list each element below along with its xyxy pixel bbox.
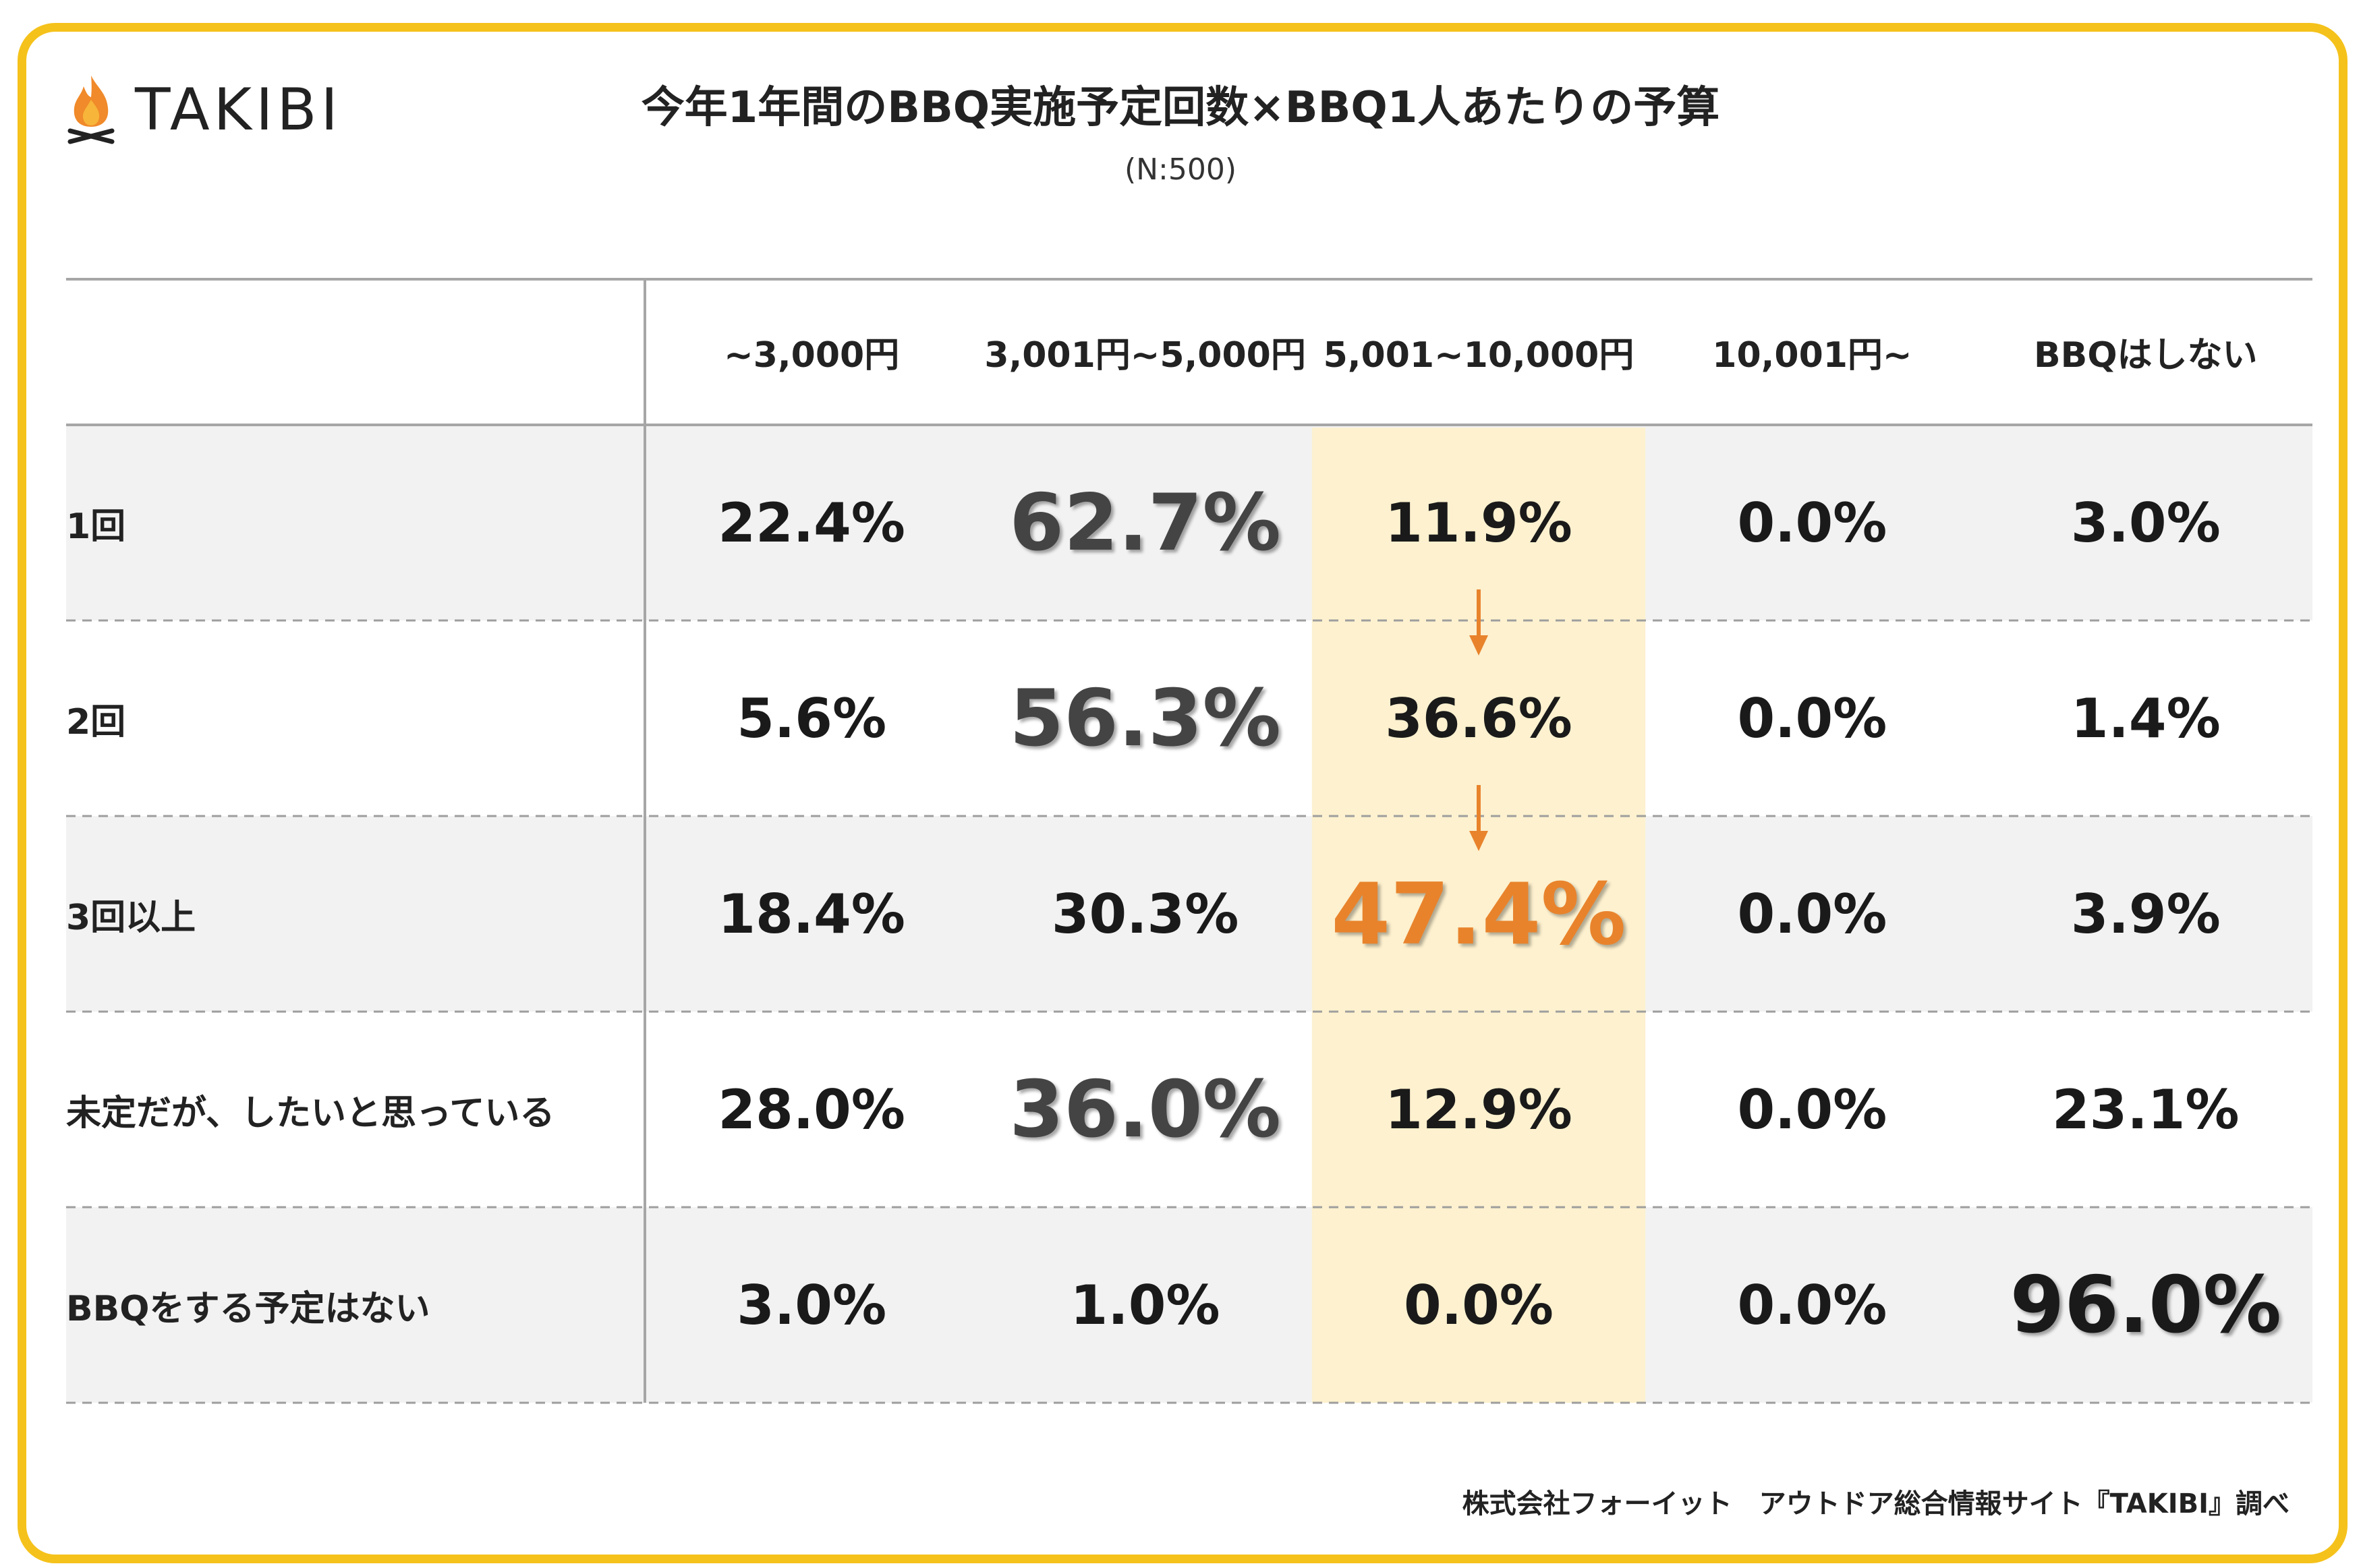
row-header: 2回 (66, 701, 126, 743)
row-header: BBQをする予定はない (66, 1288, 430, 1329)
row-header: 1回 (66, 506, 126, 547)
table-cell: 18.4% (718, 882, 905, 946)
table-cell: 36.6% (1385, 687, 1572, 750)
table-cell: 3.0% (2070, 491, 2221, 554)
table-cell: 0.0% (1404, 1273, 1554, 1337)
table-cell: 47.4% (1331, 864, 1626, 964)
table-cell: 28.0% (718, 1078, 905, 1141)
table-cell: 22.4% (718, 491, 905, 554)
chart-subtitle: (N:500) (1124, 152, 1237, 187)
table-cell: 3.0% (737, 1273, 887, 1337)
table-cell: 1.4% (2070, 687, 2221, 750)
source-credit: 株式会社フォーイット アウトドア総合情報サイト『TAKIBI』調べ (1462, 1488, 2289, 1519)
column-header: 5,001~10,000円 (1323, 335, 1634, 376)
table-cell: 0.0% (1737, 1078, 1887, 1141)
column-header: ~3,000円 (724, 335, 900, 376)
table-grid (66, 278, 2312, 1404)
cross-table: ~3,000円 3,001円~5,000円 5,001~10,000円 10,001円… (66, 278, 2312, 1408)
row-shade (66, 425, 2312, 620)
table-cell: 96.0% (2010, 1259, 2281, 1351)
row-header: 3回以上 (66, 897, 196, 938)
row-header: 未定だが、したいと思っている (66, 1093, 555, 1134)
table-cell: 1.0% (1070, 1273, 1220, 1337)
chart-title: 今年1年間のBBQ実施予定回数×BBQ1人あたりの予算 (641, 83, 1720, 133)
table-cell: 62.7% (1009, 477, 1281, 569)
table-cell: 0.0% (1737, 491, 1887, 554)
table-cell: 12.9% (1385, 1078, 1572, 1141)
table-cell: 3.9% (2070, 882, 2221, 946)
trend-arrow-head (1469, 831, 1488, 851)
table-cell: 5.6% (737, 687, 887, 750)
table-cell: 56.3% (1009, 672, 1281, 764)
table-cell: 0.0% (1737, 687, 1887, 750)
flame-icon (67, 76, 115, 144)
column-header: 3,001円~5,000円 (984, 335, 1306, 376)
row-shade (66, 1207, 2312, 1403)
table-cell: 23.1% (2052, 1078, 2240, 1141)
takibi-logo: TAKIBI (65, 73, 342, 147)
column-header: 10,001円~ (1712, 335, 1912, 376)
logo-text: TAKIBI (135, 76, 342, 144)
table-cell: 0.0% (1737, 882, 1887, 946)
column-header: BBQはしない (2034, 335, 2258, 376)
trend-arrow-head (1469, 635, 1488, 656)
table-cell: 11.9% (1385, 491, 1572, 554)
table-cell: 36.0% (1009, 1064, 1281, 1155)
table-cell: 30.3% (1051, 882, 1239, 946)
row-shade (66, 816, 2312, 1012)
table-cell: 0.0% (1737, 1273, 1887, 1337)
